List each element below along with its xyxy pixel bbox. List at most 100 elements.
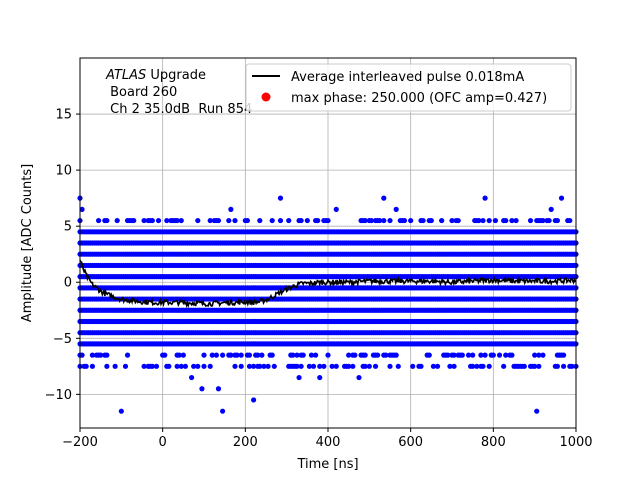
y-tick-label: −5 <box>53 332 72 347</box>
sample-dot <box>430 363 436 369</box>
sample-dot <box>465 352 472 358</box>
sample-dot <box>195 217 201 224</box>
sample-dot <box>149 363 155 369</box>
sample-dot <box>476 217 482 224</box>
sample-dot <box>257 363 263 369</box>
sample-dot-outlier <box>189 374 195 381</box>
sample-dot <box>191 363 197 369</box>
sample-dot <box>561 363 567 369</box>
x-tick-label: 800 <box>481 435 506 450</box>
average-pulse-line <box>79 259 577 309</box>
sample-dot <box>387 217 393 224</box>
sample-dot <box>98 352 104 358</box>
sample-dot-outlier <box>118 408 124 414</box>
sample-dot-outlier <box>251 397 257 403</box>
sample-dot <box>368 217 374 224</box>
sample-dot-outlier <box>228 206 234 212</box>
annotation-atlas: ATLAS <box>105 68 146 83</box>
sample-dot <box>207 217 213 224</box>
sample-dot <box>174 363 180 369</box>
sample-dot <box>176 352 182 358</box>
sample-dot-outlier <box>393 206 399 212</box>
sample-dot <box>215 217 222 224</box>
sample-dot <box>246 363 253 369</box>
x-tick-label: 400 <box>316 435 341 450</box>
annotation-upgrade: Upgrade <box>146 68 206 83</box>
sample-dot <box>317 363 323 369</box>
sample-dot <box>532 352 538 358</box>
sample-dot <box>124 352 131 358</box>
sample-dot <box>346 352 352 358</box>
sample-dot <box>408 217 414 224</box>
sample-dot <box>447 363 453 369</box>
sample-dot <box>89 352 95 358</box>
sample-dot <box>286 217 292 224</box>
sample-dot <box>381 217 387 224</box>
sample-dot <box>486 217 492 224</box>
sample-dot <box>104 363 110 369</box>
sample-dot <box>554 217 561 224</box>
sample-dot <box>122 363 129 369</box>
sample-dot <box>395 363 401 369</box>
annotation-line-3: Ch 2 35.0dB Run 854 <box>106 102 252 117</box>
sample-dot <box>478 352 484 358</box>
sample-dot <box>540 352 546 358</box>
sample-dot <box>195 363 201 369</box>
sample-dot <box>554 363 561 369</box>
sample-dot <box>501 363 507 369</box>
sample-dot <box>401 217 408 224</box>
sample-dot <box>496 352 503 358</box>
legend-box <box>245 63 572 112</box>
sample-dot <box>89 363 95 369</box>
sample-dot <box>259 352 265 358</box>
sample-dot-outlier <box>534 408 540 414</box>
sample-dot <box>164 217 170 224</box>
sample-dot <box>350 363 356 369</box>
sample-dot <box>503 217 509 224</box>
sample-dot <box>546 217 552 224</box>
sample-dot-outlier <box>296 374 302 381</box>
x-tick-label: 1000 <box>559 435 592 450</box>
sample-dot <box>277 217 284 224</box>
sample-dot <box>540 217 546 224</box>
sample-dot <box>315 217 321 224</box>
sample-dot <box>346 363 352 369</box>
sample-dot <box>393 352 399 358</box>
sample-dot <box>178 217 184 224</box>
legend-dot-swatch <box>261 92 271 102</box>
sample-dot <box>257 217 263 224</box>
x-axis-ticks: −200 0 200 400 600 800 1000 <box>62 428 593 450</box>
sample-dot <box>325 217 331 224</box>
sample-dot-outlier <box>558 195 565 201</box>
x-axis-label: Time [ns] <box>296 457 358 472</box>
sample-dot <box>387 363 393 369</box>
sample-dot <box>470 363 476 369</box>
legend-entry-max-phase: max phase: 250.000 (OFC amp=0.427) <box>291 91 547 106</box>
sample-dot <box>420 217 426 224</box>
sample-dot <box>383 352 389 358</box>
sample-dot <box>569 363 575 369</box>
sample-dot-outlier <box>317 374 323 381</box>
sample-dot <box>104 352 110 358</box>
sample-dot-outlier <box>199 386 205 392</box>
sample-dot <box>426 352 432 358</box>
sample-dot-outlier <box>548 206 554 212</box>
x-tick-label: 200 <box>233 435 258 450</box>
sample-dot <box>141 363 147 369</box>
sample-dot-outlier <box>277 195 284 201</box>
y-axis-label: Amplitude [ADC Counts] <box>20 164 35 322</box>
sample-dot <box>207 363 213 369</box>
y-tick-label: 10 <box>55 164 72 179</box>
sample-dot <box>490 352 496 358</box>
sample-dot <box>228 352 234 358</box>
sample-dot <box>153 363 160 369</box>
sample-dot <box>362 217 368 224</box>
sample-dot <box>304 217 310 224</box>
sample-dot <box>232 363 238 369</box>
y-tick-label: −10 <box>45 388 72 403</box>
sample-dot <box>482 352 488 358</box>
sample-dot <box>180 352 186 358</box>
sample-dot <box>333 363 339 369</box>
sample-dot <box>251 363 257 369</box>
